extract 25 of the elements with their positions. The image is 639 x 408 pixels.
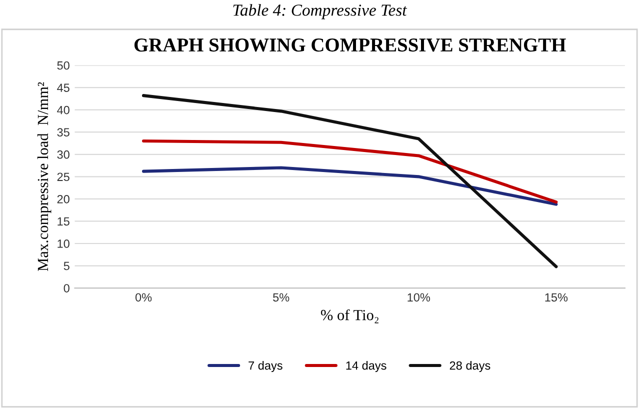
chart-title: GRAPH SHOWING COMPRESSIVE STRENGTH bbox=[134, 38, 566, 52]
y-tick-label: 0 bbox=[64, 284, 70, 292]
line-series bbox=[142, 166, 558, 206]
line-series bbox=[142, 139, 558, 204]
legend-label: 28 days bbox=[450, 361, 490, 372]
legend-label: 7 days bbox=[248, 361, 282, 372]
y-tick-label: 45 bbox=[57, 84, 70, 92]
x-tick-label: 5% bbox=[273, 293, 290, 302]
legend-label: 14 days bbox=[346, 361, 386, 372]
y-tick-label: 10 bbox=[58, 240, 70, 248]
y-tick-label: 30 bbox=[57, 150, 70, 159]
y-tick-label: 15 bbox=[58, 217, 70, 226]
line-series bbox=[142, 94, 558, 268]
y-tick-label: 50 bbox=[57, 61, 70, 70]
y-tick-label: 35 bbox=[57, 128, 70, 137]
y-tick-label: 40 bbox=[57, 106, 70, 114]
x-tick-label: 15% bbox=[545, 293, 568, 302]
y-tick-label: 5 bbox=[64, 262, 70, 270]
caption: Table 4: Compressive Test bbox=[233, 4, 408, 20]
y-tick-label: 25 bbox=[57, 172, 70, 182]
x-tick-label: 10% bbox=[408, 293, 430, 302]
y-axis-title: Max.compressive load N/mm² bbox=[37, 82, 52, 272]
x-axis-title: % of Tio₂ bbox=[320, 309, 378, 324]
y-tick-label: 20 bbox=[57, 194, 70, 204]
x-tick-label: 0% bbox=[135, 293, 152, 302]
